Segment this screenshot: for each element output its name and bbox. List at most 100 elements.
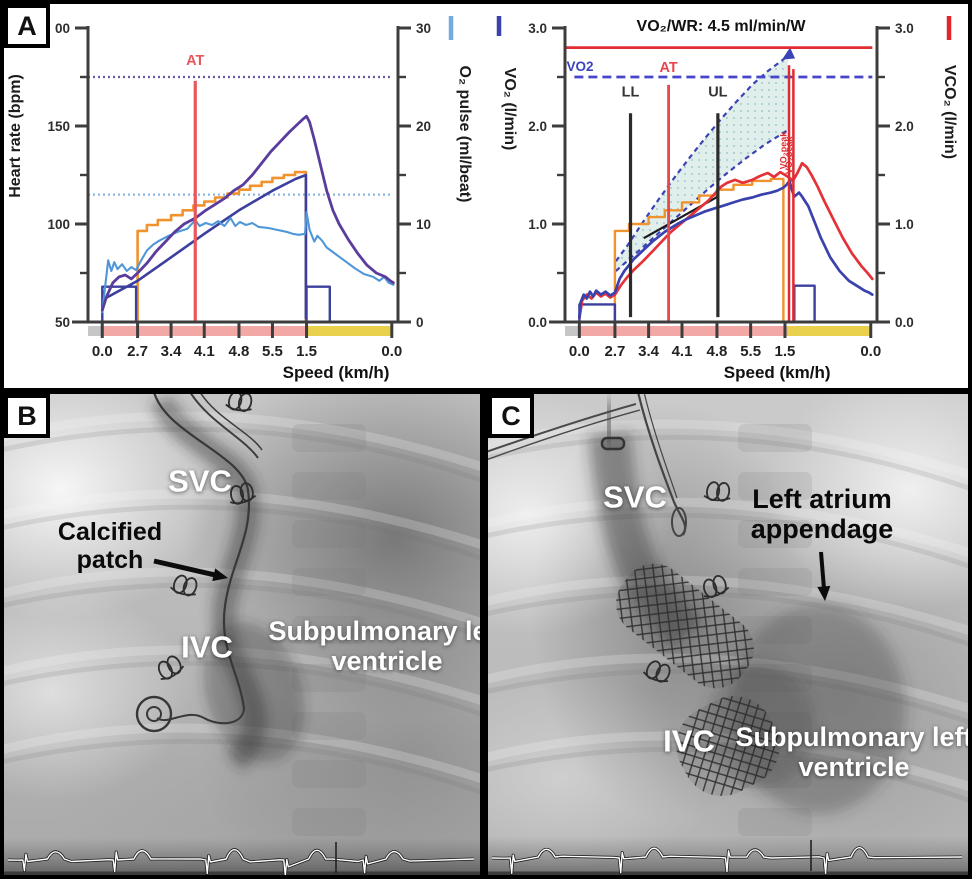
spine-shadow <box>292 808 366 836</box>
label-calcified-patch: Calcified patch <box>57 518 163 574</box>
x-tick-label: 4.1 <box>194 343 215 360</box>
spine-shadow <box>292 760 366 788</box>
x-axis-title: Speed (km/h) <box>283 363 390 382</box>
catheter-line <box>190 394 259 459</box>
phase-bar <box>788 326 871 336</box>
catheter-line <box>200 394 263 451</box>
spine-shadow <box>292 472 366 500</box>
spine-shadow <box>738 808 812 836</box>
pigtail-catheter-coil <box>135 695 173 733</box>
rib-shadow <box>4 489 480 549</box>
spine-shadow <box>292 712 366 740</box>
y-tick-label: 0 <box>416 315 424 330</box>
spine-shadow <box>292 424 366 452</box>
catheter-line <box>156 708 245 725</box>
surgical-clip <box>170 574 198 597</box>
y-tick-label: 2.0 <box>895 119 914 134</box>
marker-label: AT <box>659 60 677 76</box>
fluoroscopy-image-c <box>488 394 968 875</box>
x-tick-label: 5.5 <box>740 343 761 360</box>
label-svc: SVC <box>168 463 232 499</box>
band-edge <box>615 128 789 272</box>
x-tick-label: 1.5 <box>296 343 317 360</box>
vo2 <box>578 179 874 320</box>
heart-rate <box>100 114 395 312</box>
phase-bar <box>579 326 789 336</box>
marker-label: UL <box>708 85 727 101</box>
y-tick-label: 50 <box>55 315 70 330</box>
catheter-line <box>637 394 687 536</box>
x-tick-label: 4.8 <box>229 343 250 360</box>
spine-shadow <box>738 520 812 548</box>
spine-shadow <box>292 520 366 548</box>
label-ivc: IVC <box>663 723 715 759</box>
rib-shadow <box>488 653 968 713</box>
catheter-loop <box>671 507 687 537</box>
phase-rest-step <box>578 303 617 324</box>
catheter-line <box>153 394 251 710</box>
x-axis-title: Speed (km/h) <box>724 363 831 382</box>
rib-shadow <box>488 419 968 479</box>
x-tick-label: 4.1 <box>672 343 693 360</box>
spine-shadow <box>738 424 812 452</box>
x-tick-label: 0.0 <box>92 343 113 360</box>
label-left-atrium-appendage: Left atrium appendage <box>750 483 894 544</box>
y-tick-label: 00 <box>55 21 70 36</box>
chart-annotation: VO2 <box>567 59 594 74</box>
marker-label: LL <box>622 85 640 101</box>
catheter-line <box>643 394 678 499</box>
spine-shadow <box>292 664 366 692</box>
vco2 <box>578 161 874 320</box>
y-tick-label: 30 <box>416 21 431 36</box>
annotation-arrow <box>819 551 827 594</box>
panel-b-label: B <box>4 394 50 438</box>
y-tick-label: 1.0 <box>895 217 914 232</box>
ecg-trace <box>7 848 475 875</box>
y-axis-title: VO₂ (l/min) <box>501 68 518 151</box>
surgical-clip <box>229 482 257 505</box>
peak-annotation: VO₂peak <box>784 136 794 175</box>
y-tick-label: 2.0 <box>528 119 547 134</box>
panel-a-label: A <box>4 4 50 48</box>
surgical-clip <box>157 655 185 680</box>
y-tick-label: 0.0 <box>528 315 547 330</box>
o2-pulse <box>101 211 395 314</box>
fluoroscopy-image-b <box>4 394 480 875</box>
spine-shadow <box>292 568 366 596</box>
annotation-arrow <box>153 558 221 579</box>
phase-recovery-step <box>793 284 816 324</box>
label-svc: SVC <box>603 479 667 515</box>
speed-protocol <box>613 177 785 324</box>
x-tick-label: 1.5 <box>775 343 796 360</box>
panel-c-label: C <box>488 394 534 438</box>
panel-b: SVC Calcified patch IVC Subpulmonary lef… <box>4 394 480 875</box>
label-ivc: IVC <box>181 629 233 665</box>
spine-shadow <box>292 616 366 644</box>
x-tick-label: 0.0 <box>569 343 590 360</box>
y-tick-label: 3.0 <box>528 21 547 36</box>
phase-bar <box>88 326 103 336</box>
x-tick-label: 0.0 <box>381 343 402 360</box>
y-axis-title: VCO₂ (l/min) <box>941 65 958 159</box>
surgical-clip <box>703 481 731 502</box>
guidewire <box>488 409 641 461</box>
x-tick-label: 4.8 <box>707 343 728 360</box>
spine-shadow <box>738 568 812 596</box>
speed-protocol <box>136 170 308 324</box>
band-edge <box>615 53 789 262</box>
x-tick-label: 5.5 <box>262 343 283 360</box>
y-tick-label: 100 <box>47 217 70 232</box>
contrast-filled-vessel <box>589 432 705 649</box>
x-tick-label: 0.0 <box>860 343 881 360</box>
panel-a: AT 50 100 150 00 0 10 20 30 0.0 2.7 3.4 4.1 4.8 5.5 1.5… <box>4 4 968 388</box>
surgical-clip <box>703 575 730 599</box>
y-axis-title: O₂ pulse (ml/beat) <box>456 66 473 203</box>
guidewire <box>488 403 637 453</box>
y-axis-title: Heart rate (bpm) <box>7 74 24 198</box>
y-tick-label: 1.0 <box>528 217 547 232</box>
y-tick-label: 150 <box>47 119 70 134</box>
y-tick-label: 10 <box>416 217 431 232</box>
